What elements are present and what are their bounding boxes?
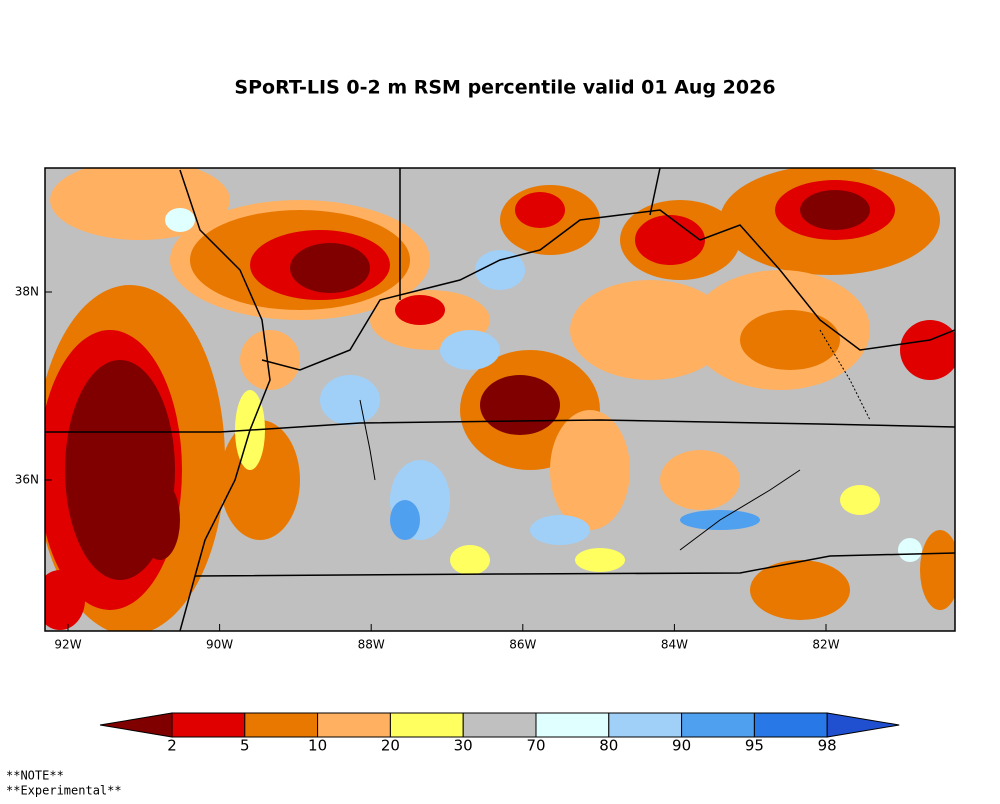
field-patch [530, 515, 590, 545]
colorbar-arrow [826, 712, 900, 738]
field-patch [740, 310, 840, 370]
colorbar-segment [317, 712, 391, 738]
colorbar-label: 2 [167, 737, 177, 755]
county-line [819, 329, 871, 421]
state-border [45, 419, 955, 433]
colorbar-label: 30 [454, 737, 473, 755]
field-patch [395, 295, 445, 325]
field-patch [515, 192, 565, 228]
colorbar-label: 10 [308, 737, 327, 755]
field-patch [450, 545, 490, 575]
lat-label: 36N [15, 473, 39, 487]
colorbar-segment [681, 712, 755, 738]
colorbar-label: 80 [599, 737, 618, 755]
state-border [649, 168, 661, 216]
field-patch [45, 570, 85, 630]
field-patch [440, 330, 500, 370]
field-patch [132, 410, 168, 470]
field-patch [290, 243, 370, 293]
lat-label: 38N [15, 285, 39, 299]
state-border [261, 209, 955, 371]
lon-label: 82W [812, 638, 839, 652]
lon-label: 88W [358, 638, 385, 652]
lon-label: 90W [206, 638, 233, 652]
lon-label: 92W [54, 638, 81, 652]
map-frame [44, 167, 956, 632]
colorbar-arrow [99, 712, 173, 738]
colorbar-segment [462, 712, 537, 738]
colorbar-segment [244, 712, 319, 738]
field-patch [570, 280, 730, 380]
river [679, 469, 801, 551]
field-patch [140, 480, 180, 560]
colorbar-label: 98 [818, 737, 837, 755]
axes: 38N 36N 92W 90W 88W 86W 84W 82W [15, 285, 840, 652]
map-field [45, 168, 955, 631]
field-patch [165, 208, 195, 232]
colorbar-label: 5 [240, 737, 250, 755]
field-patch [800, 190, 870, 230]
field-patch [320, 375, 380, 425]
field-patch [575, 548, 625, 572]
colorbar: 2 5 10 20 30 70 80 90 95 98 [99, 712, 900, 755]
colorbar-label: 20 [381, 737, 400, 755]
lon-label: 84W [661, 638, 688, 652]
field-patch [475, 250, 525, 290]
colorbar-segment [171, 712, 246, 738]
colorbar-segment [389, 712, 464, 738]
state-border [179, 169, 271, 631]
map-title: SPoRT-LIS 0-2 m RSM percentile valid 01 … [234, 77, 775, 99]
field-patch [390, 500, 420, 540]
field-patch [750, 560, 850, 620]
colorbar-label: 70 [526, 737, 545, 755]
field-patch [840, 485, 880, 515]
field-patch [240, 330, 300, 390]
colorbar-label: 90 [672, 737, 691, 755]
field-patch [550, 410, 630, 530]
field-patch [898, 538, 922, 562]
colorbar-segment [608, 712, 683, 738]
field-patch [920, 530, 955, 610]
note: **Experimental** [6, 784, 122, 798]
colorbar-label: 95 [745, 737, 764, 755]
river [359, 399, 376, 481]
field-patch [635, 215, 705, 265]
colorbar-segment [535, 712, 610, 738]
field-patch [660, 450, 740, 510]
boundaries [45, 168, 955, 631]
field-patch [480, 375, 560, 435]
lon-label: 86W [509, 638, 536, 652]
note: **NOTE** [6, 769, 64, 783]
colorbar-segment [753, 712, 828, 738]
field-patch [900, 320, 955, 380]
state-border [194, 552, 955, 577]
